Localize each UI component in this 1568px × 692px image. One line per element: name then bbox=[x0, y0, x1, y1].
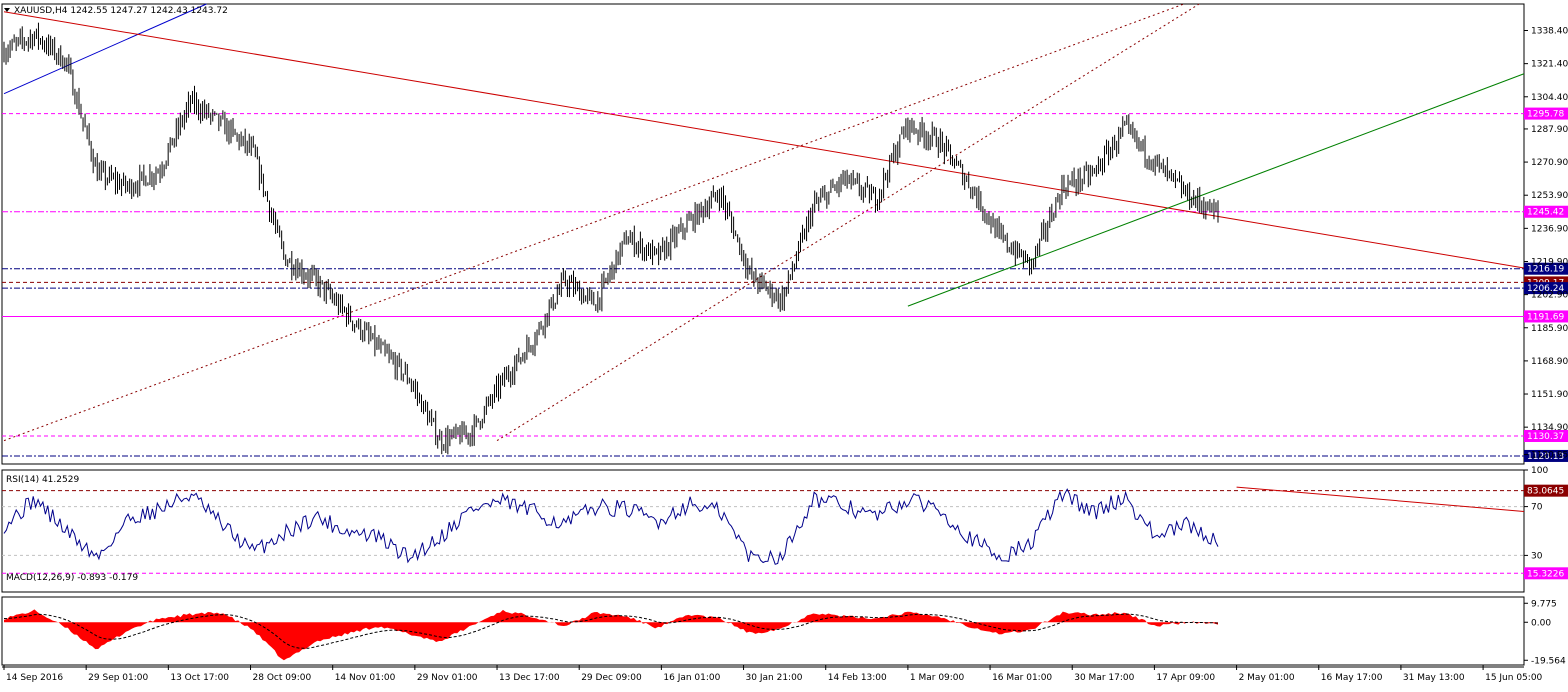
grid-lines bbox=[2, 506, 1524, 556]
x-tick-label: 31 May 13:00 bbox=[1403, 673, 1465, 683]
price-panel-title: XAUUSD,H4 1242.55 1247.27 1242.43 1243.7… bbox=[14, 6, 228, 16]
rsi-panel-frame bbox=[1, 469, 1525, 593]
price-tick-label: 1219.90 bbox=[1531, 257, 1568, 267]
x-tick-label: 28 Oct 09:00 bbox=[253, 673, 312, 683]
macd-panel-title: MACD(12,26,9) -0.893 -0.179 bbox=[6, 573, 138, 583]
macd-panel-frame bbox=[1, 596, 1525, 666]
x-tick-label: 14 Sep 2016 bbox=[6, 673, 63, 683]
panel-frames bbox=[1, 3, 1525, 668]
price-tick-label: 1287.90 bbox=[1531, 125, 1568, 135]
x-tick-label: 29 Sep 01:00 bbox=[88, 673, 148, 683]
price-tick-label: 1236.90 bbox=[1531, 224, 1568, 234]
rsi-value-label: 15.3226 bbox=[1527, 569, 1564, 579]
indicator-series bbox=[3, 488, 1219, 661]
rsi-value-tag bbox=[1524, 567, 1568, 580]
symbol-dropdown-icon[interactable] bbox=[4, 8, 10, 12]
x-tick-label: 30 Mar 17:00 bbox=[1074, 673, 1134, 683]
price-tick-label: 1304.40 bbox=[1531, 93, 1568, 103]
x-tick-label: 2 May 01:00 bbox=[1239, 673, 1295, 683]
level-price-label: 1216.19 bbox=[1527, 265, 1564, 275]
trendlines bbox=[3, 3, 1525, 512]
x-tick-label: 1 Mar 09:00 bbox=[910, 673, 965, 683]
rsi-tick-label: 30 bbox=[1531, 551, 1543, 561]
trendline bbox=[496, 3, 1200, 442]
macd-tick-label: 0.00 bbox=[1531, 618, 1551, 628]
rsi-trendline bbox=[1236, 486, 1525, 512]
x-tick-label: 16 Jan 01:00 bbox=[663, 673, 720, 683]
rsi-tick-label: 70 bbox=[1531, 503, 1543, 513]
price-tick-label: 1270.90 bbox=[1531, 158, 1568, 168]
trendline bbox=[3, 11, 1525, 269]
level-price-tag bbox=[1524, 205, 1568, 218]
x-tick-label: 30 Jan 21:00 bbox=[746, 673, 803, 683]
x-tick-label: 29 Nov 01:00 bbox=[417, 673, 478, 683]
x-tick-label: 16 Mar 01:00 bbox=[992, 673, 1052, 683]
x-tick-label: 13 Dec 17:00 bbox=[499, 673, 560, 683]
price-tick-label: 1134.90 bbox=[1531, 423, 1568, 433]
horizontal-levels: 1295.781245.421216.191209.171206.241191.… bbox=[2, 107, 1568, 580]
price-tick-label: 1338.40 bbox=[1531, 27, 1568, 37]
level-price-tag bbox=[1524, 310, 1568, 323]
rsi-value-label: 83.0645 bbox=[1527, 487, 1564, 497]
level-price-label: 1120.13 bbox=[1527, 452, 1564, 462]
trendline bbox=[3, 3, 207, 95]
rsi-tick-label: 100 bbox=[1531, 466, 1548, 476]
level-price-tag bbox=[1524, 282, 1568, 295]
x-tick-label: 29 Dec 09:00 bbox=[581, 673, 642, 683]
x-tick-label: 17 Apr 09:00 bbox=[1156, 673, 1215, 683]
level-price-tag bbox=[1524, 107, 1568, 120]
price-tick-label: 1321.40 bbox=[1531, 60, 1568, 70]
level-price-tag bbox=[1524, 449, 1568, 462]
macd-tick-label: -19.564 bbox=[1531, 656, 1566, 666]
level-price-tag bbox=[1524, 262, 1568, 275]
price-panel-frame bbox=[1, 3, 1525, 465]
x-tick-label: 14 Feb 13:00 bbox=[828, 673, 887, 683]
candles bbox=[3, 22, 1219, 455]
price-tick-label: 1185.90 bbox=[1531, 324, 1568, 334]
price-tick-label: 1120.85 bbox=[1531, 451, 1568, 461]
rsi-panel-title: RSI(14) 41.2529 bbox=[6, 475, 79, 485]
trendline bbox=[907, 73, 1525, 307]
x-tick-label: 14 Nov 01:00 bbox=[335, 673, 396, 683]
x-tick-label: 15 Jun 05:00 bbox=[1485, 673, 1542, 683]
level-price-label: 1130.37 bbox=[1527, 432, 1564, 442]
x-tick-label: 13 Oct 17:00 bbox=[170, 673, 229, 683]
price-tick-label: 1151.90 bbox=[1531, 390, 1568, 400]
price-tick-label: 1253.90 bbox=[1531, 191, 1568, 201]
level-price-label: 1245.42 bbox=[1527, 208, 1564, 218]
level-price-label: 1295.78 bbox=[1527, 110, 1564, 120]
rsi-value-tag bbox=[1524, 484, 1568, 497]
level-price-tag bbox=[1524, 429, 1568, 442]
trendline bbox=[3, 3, 1185, 442]
macd-tick-label: 9.775 bbox=[1531, 599, 1557, 609]
macd-histogram bbox=[4, 609, 1218, 661]
x-tick-label: 16 May 17:00 bbox=[1321, 673, 1383, 683]
level-price-label: 1191.69 bbox=[1527, 312, 1564, 322]
price-tick-label: 1168.90 bbox=[1531, 357, 1568, 367]
axis-labels: 14 Sep 2016 29 Sep 01:00 13 Oct 17:00 28 Oc… bbox=[3, 27, 1568, 683]
macd-signal-line bbox=[3, 613, 1219, 649]
rsi-line bbox=[3, 488, 1219, 565]
price-tick-label: 1202.90 bbox=[1531, 291, 1568, 301]
level-price-label: 1206.24 bbox=[1527, 284, 1564, 294]
